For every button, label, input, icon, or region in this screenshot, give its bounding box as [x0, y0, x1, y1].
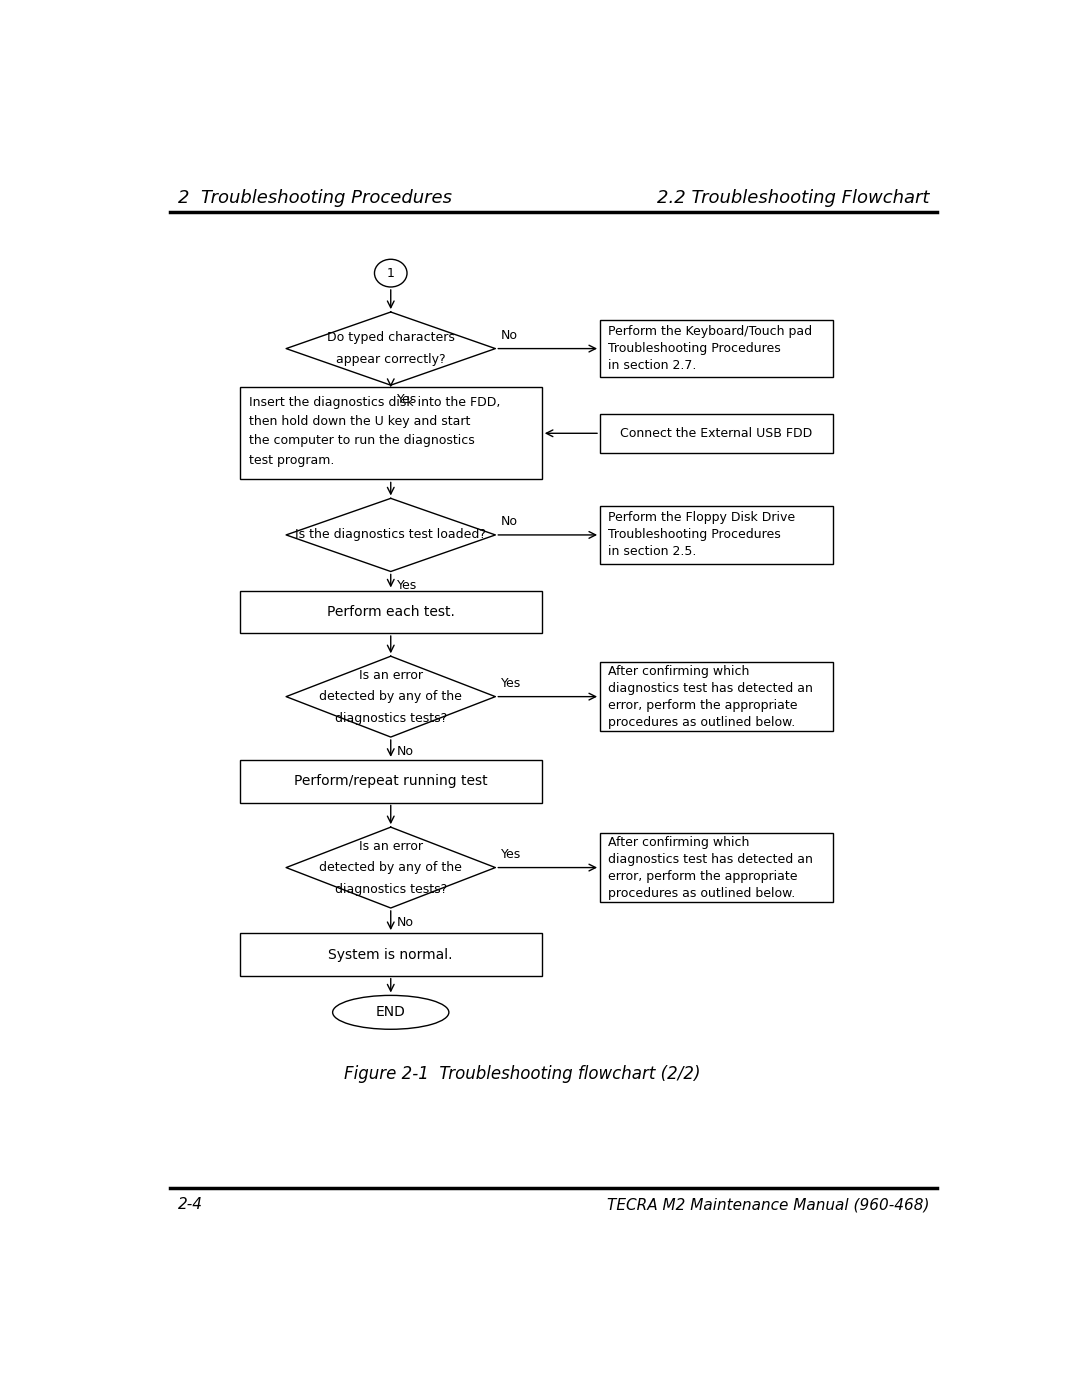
Text: 2-4: 2-4: [177, 1197, 203, 1213]
Bar: [240, 591, 542, 633]
Text: System is normal.: System is normal.: [328, 947, 453, 961]
Text: Is an error: Is an error: [359, 840, 422, 852]
Bar: [240, 933, 542, 975]
Text: in section 2.7.: in section 2.7.: [608, 359, 697, 372]
Text: TECRA M2 Maintenance Manual (960-468): TECRA M2 Maintenance Manual (960-468): [607, 1197, 930, 1213]
Bar: [600, 506, 833, 564]
Text: diagnostics tests?: diagnostics tests?: [335, 883, 447, 895]
Text: procedures as outlined below.: procedures as outlined below.: [608, 887, 795, 900]
Text: Perform the Floppy Disk Drive: Perform the Floppy Disk Drive: [608, 511, 795, 524]
Text: error, perform the appropriate: error, perform the appropriate: [608, 870, 797, 883]
Text: After confirming which: After confirming which: [608, 665, 750, 679]
Text: No: No: [397, 915, 414, 929]
Ellipse shape: [375, 260, 407, 286]
Text: in section 2.5.: in section 2.5.: [608, 545, 697, 559]
Text: detected by any of the: detected by any of the: [320, 861, 462, 875]
Text: detected by any of the: detected by any of the: [320, 690, 462, 703]
Bar: [600, 414, 833, 453]
Text: END: END: [376, 1006, 406, 1020]
Text: then hold down the U key and start: then hold down the U key and start: [248, 415, 470, 429]
Bar: [600, 320, 833, 377]
Text: Insert the diagnostics disk into the FDD,: Insert the diagnostics disk into the FDD…: [248, 395, 500, 409]
Text: Yes: Yes: [501, 848, 521, 861]
Text: Troubleshooting Procedures: Troubleshooting Procedures: [608, 528, 781, 542]
Text: diagnostics tests?: diagnostics tests?: [335, 711, 447, 725]
Text: diagnostics test has detected an: diagnostics test has detected an: [608, 854, 812, 866]
Text: Do typed characters: Do typed characters: [327, 331, 455, 344]
Text: Yes: Yes: [501, 676, 521, 690]
Text: procedures as outlined below.: procedures as outlined below.: [608, 717, 795, 729]
Text: Figure 2-1  Troubleshooting flowchart (2/2): Figure 2-1 Troubleshooting flowchart (2/…: [345, 1065, 701, 1083]
Text: error, perform the appropriate: error, perform the appropriate: [608, 700, 797, 712]
Text: No: No: [397, 745, 414, 757]
Text: After confirming which: After confirming which: [608, 837, 750, 849]
Bar: [600, 662, 833, 731]
Text: Yes: Yes: [397, 393, 417, 407]
Text: No: No: [501, 515, 517, 528]
Text: appear correctly?: appear correctly?: [336, 353, 446, 366]
Text: Connect the External USB FDD: Connect the External USB FDD: [620, 427, 812, 440]
Text: No: No: [501, 328, 517, 342]
Text: 1: 1: [387, 267, 394, 279]
Text: the computer to run the diagnostics: the computer to run the diagnostics: [248, 434, 475, 447]
Text: Perform the Keyboard/Touch pad: Perform the Keyboard/Touch pad: [608, 326, 812, 338]
Text: Yes: Yes: [397, 580, 417, 592]
Ellipse shape: [333, 996, 449, 1030]
Text: Troubleshooting Procedures: Troubleshooting Procedures: [608, 342, 781, 355]
Text: Is the diagnostics test loaded?: Is the diagnostics test loaded?: [295, 528, 486, 542]
Bar: [240, 760, 542, 802]
Text: Is an error: Is an error: [359, 669, 422, 682]
Bar: [240, 387, 542, 479]
Text: Perform each test.: Perform each test.: [327, 605, 455, 619]
Bar: [600, 833, 833, 902]
Text: test program.: test program.: [248, 454, 335, 467]
Text: diagnostics test has detected an: diagnostics test has detected an: [608, 682, 812, 696]
Text: 2  Troubleshooting Procedures: 2 Troubleshooting Procedures: [177, 190, 451, 207]
Text: Perform/repeat running test: Perform/repeat running test: [294, 774, 487, 788]
Text: 2.2 Troubleshooting Flowchart: 2.2 Troubleshooting Flowchart: [657, 190, 930, 207]
